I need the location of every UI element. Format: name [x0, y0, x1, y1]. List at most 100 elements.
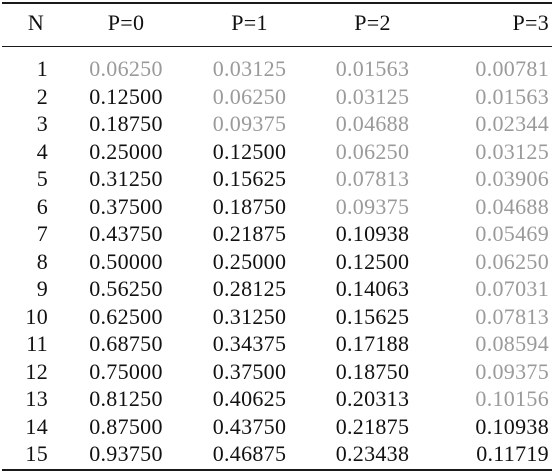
cell-n: 13 — [25, 386, 48, 412]
cell-p1: 0.09375 — [212, 111, 287, 137]
cell-p1: 0.18750 — [212, 193, 287, 219]
table-top-rule — [2, 2, 552, 4]
cell-p0: 0.12500 — [89, 83, 163, 109]
cell-p0: 0.93750 — [89, 441, 163, 467]
cell-p3: 0.00781 — [475, 56, 549, 82]
table-body: 1 0.06250 0.03125 0.01563 0.00781 2 0.12500 0.0… — [2, 42, 552, 468]
cell-p3: 0.03125 — [475, 138, 549, 164]
table-header: N P=0 P=1 P=2 P=3 — [2, 4, 552, 42]
cell-p3: 0.10156 — [475, 386, 549, 412]
table-row: 6 0.37500 0.18750 0.09375 0.04688 — [2, 193, 552, 221]
cell-p1: 0.40625 — [212, 386, 287, 412]
cell-p0: 0.81250 — [89, 386, 163, 412]
cell-p0: 0.25000 — [89, 138, 163, 164]
table-row: 15 0.93750 0.46875 0.23438 0.11719 — [2, 440, 552, 468]
cell-p2: 0.23438 — [335, 441, 410, 467]
table-row: 11 0.68750 0.34375 0.17188 0.08594 — [2, 330, 552, 358]
table-row: 7 0.43750 0.21875 0.10938 0.05469 — [2, 220, 552, 248]
table-row: 2 0.12500 0.06250 0.03125 0.01563 — [2, 83, 552, 111]
header-p2: P=2 — [354, 10, 391, 35]
cell-p3: 0.01563 — [475, 83, 549, 109]
cell-p1: 0.03125 — [212, 56, 287, 82]
cell-n: 6 — [36, 193, 48, 219]
cell-n: 11 — [26, 331, 48, 357]
table-row: 8 0.50000 0.25000 0.12500 0.06250 — [2, 248, 552, 276]
data-table: N P=0 P=1 P=2 P=3 1 0.06250 0.03125 0.01563… — [2, 4, 552, 468]
cell-n: 3 — [36, 111, 48, 137]
cell-n: 8 — [36, 248, 48, 274]
cell-p3: 0.05469 — [475, 221, 549, 247]
table-row: 13 0.81250 0.40625 0.20313 0.10156 — [2, 385, 552, 413]
cell-p1: 0.37500 — [212, 358, 287, 384]
cell-p0: 0.43750 — [89, 221, 163, 247]
cell-p0: 0.37500 — [89, 193, 163, 219]
cell-p1: 0.46875 — [212, 441, 287, 467]
header-n: N — [27, 10, 45, 35]
cell-p0: 0.06250 — [89, 56, 163, 82]
header-row: N P=0 P=1 P=2 P=3 — [2, 4, 552, 42]
cell-p2: 0.01563 — [335, 56, 410, 82]
cell-n: 15 — [25, 441, 48, 467]
table-row: 4 0.25000 0.12500 0.06250 0.03125 — [2, 138, 552, 166]
cell-p3: 0.07031 — [475, 276, 549, 302]
table-header-rule — [2, 46, 552, 47]
table-bottom-rule — [2, 469, 552, 471]
cell-p1: 0.34375 — [212, 331, 287, 357]
cell-p2: 0.06250 — [335, 138, 410, 164]
cell-n: 5 — [36, 166, 48, 192]
cell-n: 12 — [25, 358, 48, 384]
cell-p1: 0.25000 — [212, 248, 287, 274]
table-row: 12 0.75000 0.37500 0.18750 0.09375 — [2, 358, 552, 386]
cell-n: 4 — [36, 138, 48, 164]
body-top-spacer — [2, 42, 552, 55]
cell-p0: 0.62500 — [89, 303, 163, 329]
cell-p3: 0.03906 — [475, 166, 549, 192]
table-row: 5 0.31250 0.15625 0.07813 0.03906 — [2, 165, 552, 193]
cell-p3: 0.11719 — [476, 441, 549, 467]
cell-p0: 0.31250 — [89, 166, 163, 192]
header-p1: P=1 — [231, 10, 268, 35]
cell-p2: 0.17188 — [335, 331, 410, 357]
cell-n: 10 — [25, 303, 48, 329]
cell-p0: 0.56250 — [89, 276, 163, 302]
cell-p2: 0.20313 — [335, 386, 410, 412]
cell-p3: 0.08594 — [475, 331, 549, 357]
cell-p2: 0.18750 — [335, 358, 410, 384]
cell-n: 7 — [36, 221, 48, 247]
cell-n: 9 — [36, 276, 48, 302]
table-row: 1 0.06250 0.03125 0.01563 0.00781 — [2, 55, 552, 83]
cell-p3: 0.09375 — [475, 358, 549, 384]
table-row: 14 0.87500 0.43750 0.21875 0.10938 — [2, 413, 552, 441]
cell-p2: 0.10938 — [335, 221, 410, 247]
cell-p3: 0.06250 — [475, 248, 549, 274]
header-p3: P=3 — [512, 10, 549, 35]
cell-p2: 0.09375 — [335, 193, 410, 219]
cell-p2: 0.14063 — [335, 276, 410, 302]
cell-p3: 0.10938 — [475, 413, 549, 439]
cell-p3: 0.07813 — [475, 303, 549, 329]
cell-p1: 0.06250 — [212, 83, 287, 109]
table-row: 9 0.56250 0.28125 0.14063 0.07031 — [2, 275, 552, 303]
cell-p1: 0.21875 — [212, 221, 287, 247]
cell-p0: 0.50000 — [89, 248, 163, 274]
cell-p2: 0.03125 — [335, 83, 410, 109]
cell-p0: 0.18750 — [89, 111, 163, 137]
cell-n: 2 — [36, 83, 48, 109]
cell-p1: 0.12500 — [212, 138, 287, 164]
cell-p2: 0.21875 — [335, 413, 410, 439]
cell-p2: 0.15625 — [335, 303, 410, 329]
cell-p2: 0.04688 — [335, 111, 410, 137]
cell-p3: 0.04688 — [475, 193, 549, 219]
cell-p2: 0.07813 — [335, 166, 410, 192]
table-row: 3 0.18750 0.09375 0.04688 0.02344 — [2, 110, 552, 138]
cell-p0: 0.75000 — [89, 358, 163, 384]
cell-p0: 0.87500 — [89, 413, 163, 439]
table-row: 10 0.62500 0.31250 0.15625 0.07813 — [2, 303, 552, 331]
header-p0: P=0 — [107, 10, 145, 35]
cell-n: 1 — [36, 56, 48, 82]
cell-p2: 0.12500 — [335, 248, 410, 274]
cell-p1: 0.31250 — [212, 303, 287, 329]
cell-n: 14 — [25, 413, 48, 439]
cell-p1: 0.28125 — [212, 276, 287, 302]
cell-p1: 0.15625 — [212, 166, 287, 192]
